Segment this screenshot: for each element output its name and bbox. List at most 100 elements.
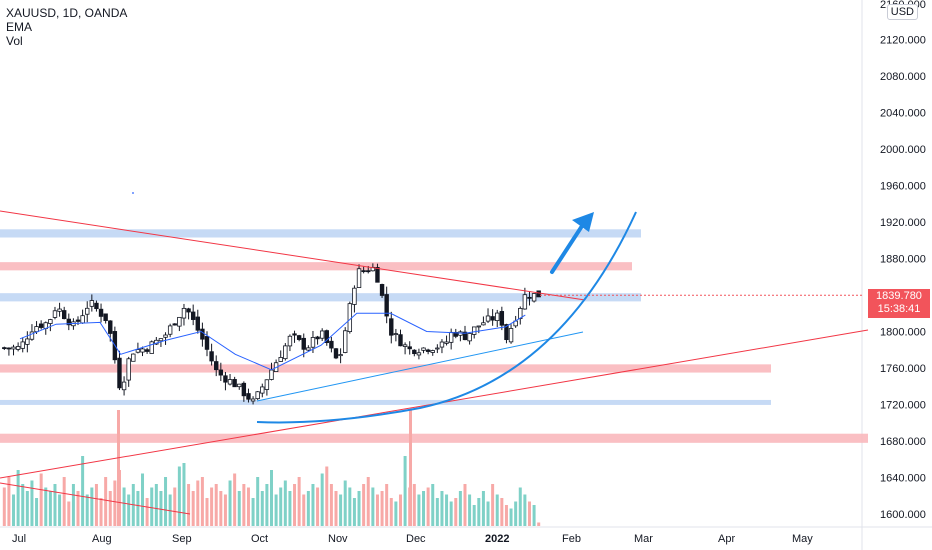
candle xyxy=(11,344,16,356)
candle xyxy=(223,371,228,391)
volume-bar xyxy=(385,484,389,526)
candle-body xyxy=(89,300,95,307)
volume-bar xyxy=(127,494,131,526)
last-price-tag: 1839.780 15:38:41 xyxy=(868,289,930,318)
last-price-value: 1839.780 xyxy=(876,290,922,302)
candle-body xyxy=(57,308,62,312)
candle-body xyxy=(163,334,168,338)
candle-body xyxy=(75,319,81,322)
candle xyxy=(444,335,449,346)
candle xyxy=(186,307,191,320)
candle xyxy=(508,324,514,344)
candle xyxy=(232,376,237,388)
candle-body xyxy=(255,391,260,400)
volume-bar xyxy=(113,480,117,526)
candle-body xyxy=(356,268,362,288)
candle-body xyxy=(287,335,293,347)
volume-bar xyxy=(274,494,278,526)
volume-bar xyxy=(523,494,527,526)
candle-body xyxy=(227,379,233,385)
volume-bar xyxy=(463,484,467,526)
volume-bar xyxy=(246,487,250,526)
candle-body xyxy=(85,307,90,315)
candle-body xyxy=(421,347,426,351)
volume-bar xyxy=(325,466,329,526)
volume-bar xyxy=(477,498,481,526)
candle-body xyxy=(209,351,214,362)
volume-bar xyxy=(343,480,347,526)
volume-bar xyxy=(527,501,531,526)
volume-spike-nov xyxy=(409,410,412,526)
time-axis-label: Feb xyxy=(562,533,581,545)
volume-bar xyxy=(316,487,320,526)
currency-badge[interactable]: USD xyxy=(886,4,918,20)
candle xyxy=(490,309,495,326)
candle-body xyxy=(444,341,449,344)
candle-body xyxy=(195,316,200,331)
candle-body xyxy=(448,331,454,343)
volume-bar xyxy=(168,494,172,526)
candle xyxy=(89,294,95,312)
volume-bar xyxy=(242,484,246,526)
candle xyxy=(172,323,177,326)
volume-bar xyxy=(339,494,343,526)
parabolic-curve xyxy=(256,211,637,424)
candle xyxy=(6,347,12,356)
candle xyxy=(338,348,343,364)
candle-body xyxy=(140,348,145,353)
volume-bar xyxy=(141,473,145,526)
time-axis-label: Dec xyxy=(406,533,426,545)
volume-bar xyxy=(145,498,149,526)
volume-bar xyxy=(297,477,301,526)
candle-body xyxy=(306,347,311,351)
volume-bar xyxy=(398,494,402,526)
candle-body xyxy=(402,344,408,347)
candle xyxy=(499,306,505,331)
lower-trendline xyxy=(0,482,191,515)
ema-indicator-label[interactable]: EMA xyxy=(6,20,33,34)
candle xyxy=(29,324,35,341)
volume-bar xyxy=(468,494,472,526)
candle-body xyxy=(531,293,537,302)
stray-dot xyxy=(132,192,134,194)
candle xyxy=(472,326,477,339)
candle xyxy=(264,379,270,396)
support-zone-0 xyxy=(0,229,641,238)
volume-bar xyxy=(306,491,310,526)
candle-body xyxy=(435,347,440,350)
volume-indicator-label[interactable]: Vol xyxy=(6,34,23,48)
price-axis-label: 1720.000 xyxy=(880,400,926,412)
candle-body xyxy=(462,331,468,341)
candle-body xyxy=(214,361,219,371)
time-axis-label: Nov xyxy=(328,533,348,545)
volume-bar xyxy=(362,484,366,526)
candle xyxy=(283,343,288,361)
candle xyxy=(117,350,122,391)
time-axis-label: Mar xyxy=(634,533,653,545)
candle-body xyxy=(144,349,150,352)
volume-bar xyxy=(449,501,453,526)
candle xyxy=(352,285,357,313)
time-axis-label: Oct xyxy=(251,533,268,545)
volume-bar xyxy=(76,491,80,526)
volume-bar xyxy=(311,484,315,526)
candle xyxy=(61,306,67,320)
candle-body xyxy=(167,325,173,335)
candle xyxy=(241,381,247,402)
candle-body xyxy=(80,315,85,324)
candle xyxy=(402,342,408,355)
volume-bar xyxy=(53,484,57,526)
candle xyxy=(531,293,537,303)
candle xyxy=(237,383,242,390)
volume-bar xyxy=(481,491,485,526)
volume-bar xyxy=(7,477,11,526)
price-axis-label: 2080.000 xyxy=(880,71,926,83)
chart-legend: XAUUSD, 1D, OANDA EMA Vol xyxy=(6,6,127,48)
candle-body xyxy=(246,393,251,400)
candle xyxy=(85,301,90,323)
volume-bar xyxy=(403,456,407,526)
candle-body xyxy=(379,284,385,296)
volume-bar xyxy=(260,491,264,526)
